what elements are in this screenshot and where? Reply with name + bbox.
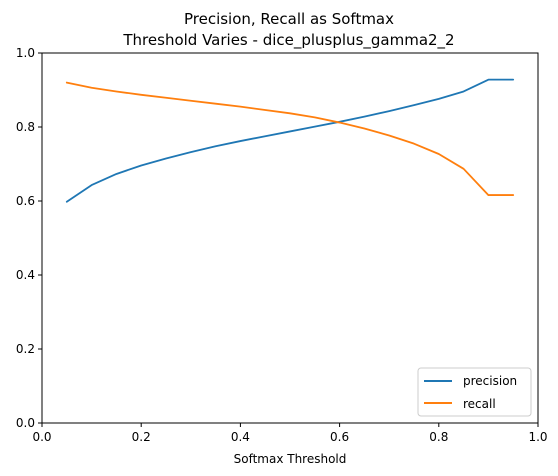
x-axis-ticks: 0.0 0.2 0.4 0.6 0.8 1.0 — [32, 423, 548, 444]
series-layer — [65, 78, 515, 203]
y-tick-label: 0.8 — [16, 120, 35, 134]
legend-label-precision: precision — [463, 374, 517, 388]
series-line-recall — [65, 81, 515, 196]
series-line-precision — [65, 78, 515, 203]
chart-title-line-2: Threshold Varies - dice_plusplus_gamma2_… — [122, 31, 454, 50]
y-tick-label: 0.6 — [16, 194, 35, 208]
chart-title-line-1: Precision, Recall as Softmax — [184, 10, 394, 28]
x-tick-label: 1.0 — [528, 430, 547, 444]
x-tick-label: 0.0 — [32, 430, 51, 444]
x-tick-label: 0.2 — [132, 430, 151, 444]
y-tick-label: 0.4 — [16, 268, 35, 282]
x-tick-label: 0.8 — [429, 430, 448, 444]
y-tick-label: 1.0 — [16, 46, 35, 60]
x-axis-label: Softmax Threshold — [234, 452, 347, 466]
legend: precision recall — [417, 367, 532, 417]
y-axis-ticks: 0.0 0.2 0.4 0.6 0.8 1.0 — [16, 46, 42, 430]
legend-label-recall: recall — [463, 397, 496, 411]
y-tick-label: 0.2 — [16, 342, 35, 356]
x-tick-label: 0.4 — [231, 430, 250, 444]
plot-area — [42, 53, 538, 423]
y-tick-label: 0.0 — [16, 416, 35, 430]
plot-frame — [41, 52, 539, 424]
x-tick-label: 0.6 — [330, 430, 349, 444]
